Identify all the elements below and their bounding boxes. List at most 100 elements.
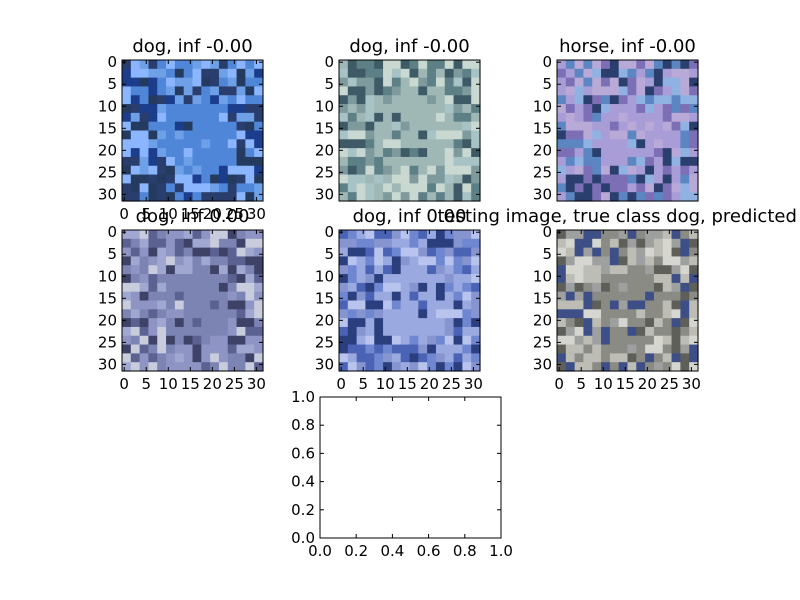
image-pixel	[339, 326, 349, 337]
image-pixel	[653, 95, 664, 105]
image-pixel	[592, 139, 602, 149]
image-pixel	[192, 362, 202, 372]
image-pixel	[139, 247, 150, 258]
image-pixel	[645, 256, 655, 266]
image-pixel	[618, 309, 629, 319]
image-pixel	[157, 362, 167, 372]
image-pixel	[583, 282, 593, 293]
image-pixel	[245, 86, 255, 96]
image-pixel	[583, 344, 593, 354]
image-pixel	[618, 192, 629, 202]
image-pixel	[174, 256, 185, 266]
image-pixel	[201, 112, 211, 123]
image-pixel	[636, 121, 646, 132]
image-pixel	[122, 95, 132, 105]
image-pixel	[609, 121, 620, 132]
image-pixel	[418, 121, 428, 132]
panel-7-ytick-label: 1.0	[291, 388, 315, 406]
image-pixel	[148, 282, 158, 293]
image-pixel	[418, 60, 428, 70]
image-pixel	[453, 121, 463, 132]
panel-7-xtick-label: 0.8	[453, 542, 477, 560]
image-pixel	[245, 256, 255, 266]
image-pixel	[130, 121, 141, 132]
image-pixel	[391, 291, 402, 302]
image-pixel	[680, 86, 690, 96]
image-pixel	[227, 95, 238, 105]
panel-3-ytick-label: 30	[533, 185, 552, 203]
image-pixel	[122, 247, 132, 258]
image-pixel	[236, 238, 246, 249]
image-pixel	[236, 139, 246, 149]
image-pixel	[391, 121, 402, 132]
image-pixel	[680, 353, 690, 363]
image-pixel	[689, 86, 699, 96]
image-pixel	[400, 68, 411, 79]
image-pixel	[139, 291, 150, 302]
image-pixel	[192, 165, 202, 176]
image-pixel	[418, 165, 428, 176]
panel-1-xtick-label: 20	[203, 205, 222, 223]
panel-3-ytick-label: 5	[542, 75, 552, 93]
image-pixel	[462, 291, 472, 302]
image-pixel	[391, 335, 402, 346]
image-pixel	[157, 174, 167, 184]
image-pixel	[609, 174, 620, 184]
image-pixel	[671, 309, 681, 319]
image-pixel	[192, 104, 202, 114]
image-pixel	[565, 300, 576, 310]
image-pixel	[453, 282, 463, 293]
image-pixel	[636, 148, 646, 158]
image-pixel	[435, 86, 446, 96]
image-pixel	[592, 156, 602, 167]
image-pixel	[645, 291, 655, 302]
image-pixel	[435, 104, 446, 114]
image-pixel	[391, 256, 402, 266]
image-pixel	[601, 174, 611, 184]
panel-5-xtick-label: 15	[398, 375, 417, 393]
image-pixel	[236, 95, 246, 105]
image-pixel	[427, 353, 437, 363]
image-pixel	[557, 344, 567, 354]
image-pixel	[130, 68, 141, 79]
panel-1-xtick-label: 30	[247, 205, 266, 223]
image-pixel	[574, 95, 585, 105]
image-pixel	[565, 309, 576, 319]
image-pixel	[557, 68, 567, 79]
image-pixel	[236, 112, 246, 123]
image-pixel	[139, 192, 150, 202]
image-pixel	[565, 104, 576, 114]
image-pixel	[557, 148, 567, 158]
image-pixel	[347, 265, 358, 275]
image-pixel	[653, 335, 664, 346]
panel-4-xtick-label: 0	[119, 375, 129, 393]
image-pixel	[409, 247, 419, 258]
image-pixel	[435, 165, 446, 176]
image-pixel	[347, 112, 358, 123]
image-pixel	[636, 230, 646, 240]
image-pixel	[183, 362, 194, 372]
image-pixel	[148, 60, 158, 70]
image-pixel	[122, 183, 132, 193]
image-pixel	[356, 130, 367, 140]
image-pixel	[409, 86, 419, 96]
image-pixel	[347, 165, 358, 176]
image-pixel	[645, 156, 655, 167]
image-pixel	[609, 165, 620, 176]
image-pixel	[427, 344, 437, 354]
image-pixel	[254, 121, 264, 132]
image-pixel	[471, 291, 481, 302]
image-pixel	[400, 362, 411, 372]
image-pixel	[374, 335, 384, 346]
image-pixel	[374, 139, 384, 149]
image-pixel	[174, 300, 185, 310]
image-pixel	[444, 104, 455, 114]
image-pixel	[565, 192, 576, 202]
image-pixel	[671, 326, 681, 337]
image-pixel	[166, 265, 176, 275]
image-pixel	[236, 362, 246, 372]
image-pixel	[557, 265, 567, 275]
image-pixel	[689, 300, 699, 310]
image-pixel	[427, 238, 437, 249]
image-pixel	[601, 274, 611, 284]
